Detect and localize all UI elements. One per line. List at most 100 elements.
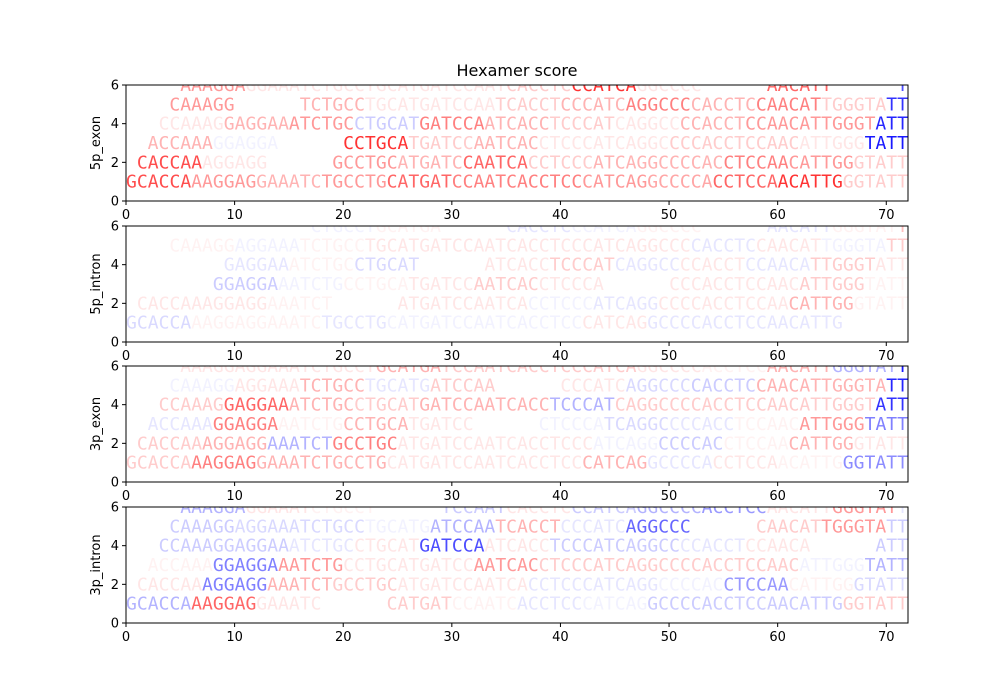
hexamer-mark: GCACCA: [126, 314, 192, 334]
hexamer-sequences: GCACCA AAGGAG GAAATC TGCCTG CATGAT CCAATC ACCT…: [126, 76, 909, 193]
x-tick-label: 30: [444, 630, 461, 645]
hexamer-mark: GGGTAT: [832, 498, 898, 518]
hexamer-mark: GAAATC: [256, 314, 321, 334]
hexamer-mark: AAGGAG: [191, 314, 256, 334]
hexamer-mark: CCAATC: [452, 173, 517, 193]
hexamer-mark: TGCCTG: [322, 454, 387, 474]
hexamer-mark: TTGGGT: [810, 396, 876, 416]
x-tick-label: 60: [769, 208, 786, 223]
hexamer-mark: TGATCC: [408, 415, 473, 435]
hexamer-mark: GCCTGC: [332, 294, 397, 314]
hexamer-mark: CCTGCA: [343, 275, 409, 295]
hexamer-mark: CATGAT: [387, 454, 453, 474]
hexamer-mark: CCACCT: [680, 115, 746, 135]
x-tick-label: 0: [122, 349, 130, 364]
hexamer-sequences: GCACCA AAGGAG GAAATC TGCCTG CATGAT CCAATC ACCT…: [126, 498, 908, 615]
hexamer-mark: CACCAA: [137, 153, 203, 173]
hexamer-mark: ACCTCC: [702, 498, 767, 518]
hexamer-mark: CCACCT: [680, 396, 746, 416]
hexamer-mark: CACCTC: [506, 498, 571, 518]
hexamer-mark: GAGGAA: [224, 396, 290, 416]
hexamer-mark: GCATGA: [376, 357, 442, 377]
hexamer-mark: TCCAAC: [734, 556, 799, 576]
y-tick-label: 2: [111, 437, 119, 452]
y-tick-label: 4: [111, 117, 119, 132]
hexamer-mark: T: [897, 217, 908, 237]
hexamer-mark: TCCCAT: [550, 115, 616, 135]
hexamer-mark: TCCAAT: [441, 217, 507, 237]
hexamer-mark: CAATCA: [463, 294, 529, 314]
hexamer-mark: CAACAT: [756, 517, 822, 537]
x-tick-label: 10: [226, 208, 243, 223]
y-tick-label: 2: [111, 156, 119, 171]
hexamer-mark: CAATCA: [463, 434, 529, 454]
hexamer-mark: TCCAAC: [734, 415, 799, 435]
hexamer-mark: CCCCAC: [658, 575, 723, 595]
hexamer-mark: ATGATC: [398, 575, 463, 595]
hexamer-mark: AGGCCC: [626, 376, 691, 396]
hexamer-mark: ATT: [875, 115, 908, 135]
hexamer-mark: CACCTC: [506, 357, 571, 377]
sequence-row: CAAAGG AGGAAA TCTGCC TGCATG ATCCAA TCACCT CCCA…: [169, 517, 908, 537]
hexamer-mark: AGGCCC: [626, 95, 691, 115]
hexamer-mark: ATCCAA: [430, 95, 496, 115]
y-tick-label: 2: [111, 578, 119, 593]
x-tick-label: 50: [661, 349, 678, 364]
hexamer-mark: ACCTCC: [517, 454, 582, 474]
hexamer-mark: GAGGAA: [224, 115, 290, 135]
hexamer-mark: CACCTC: [506, 76, 571, 96]
hexamer-mark: TT: [886, 236, 908, 256]
sequence-row: GCACCA AAGGAG GAAATC TGCCTG CATGAT CCAATC ACCT…: [126, 173, 909, 193]
hexamer-mark: GCCTGC: [332, 575, 397, 595]
sequence-row: AAAGGA GGAAAT CTGCCT GCATGA TCCAAT CACCTC CCAT…: [180, 357, 908, 377]
hexamer-mark: CTCCAA: [723, 575, 789, 595]
sequence-row: AAAGGA GGAAAT CTGCCT GCATGA TCCAAT CACCTC CCAT…: [180, 76, 908, 96]
hexamer-mark: GATCCA: [419, 537, 485, 557]
hexamer-mark: CAGGCC: [615, 396, 680, 416]
hexamer-mark: TCTGCC: [300, 376, 365, 396]
x-tick-label: 10: [226, 349, 243, 364]
hexamer-mark: GCCTGC: [332, 153, 397, 173]
hexamer-mark: GGCCCC: [637, 217, 702, 237]
hexamer-mark: ACCTCC: [517, 173, 582, 193]
hexamer-mark: ATCAGG: [593, 575, 658, 595]
hexamer-mark: GCATGA: [376, 217, 442, 237]
hexamer-mark: AATCTG: [278, 415, 343, 435]
hexamer-mark: ACCAAA: [148, 134, 214, 154]
hexamer-mark: TCACCT: [495, 95, 561, 115]
x-tick-label: 70: [878, 630, 895, 645]
hexamer-mark: ATTGGG: [799, 275, 864, 295]
hexamer-mark: T: [897, 498, 908, 518]
x-tick-label: 70: [878, 208, 895, 223]
hexamer-mark: TCCCAT: [550, 256, 616, 276]
hexamer-mark: CTGCCT: [311, 357, 377, 377]
x-tick-label: 70: [878, 349, 895, 364]
hexamer-mark: CACCTC: [691, 95, 756, 115]
hexamer-mark: GGAAAT: [246, 498, 312, 518]
hexamer-mark: GGTATT: [843, 173, 909, 193]
hexamer-mark: ATCCAA: [430, 376, 496, 396]
hexamer-mark: GATCCA: [419, 256, 485, 276]
hexamer-mark: TCCAAC: [734, 275, 799, 295]
x-tick-label: 60: [769, 349, 786, 364]
hexamer-mark: CCATCA: [571, 76, 637, 96]
hexamer-mark: TT: [886, 517, 908, 537]
hexamer-mark: AACATT: [767, 357, 833, 377]
hexamer-mark: ATCACC: [484, 396, 549, 416]
hexamer-mark: CCCACC: [669, 275, 734, 295]
hexamer-mark: TATT: [865, 415, 909, 435]
hexamer-mark: CCAACA: [745, 256, 811, 276]
hexamer-mark: GATCCA: [419, 115, 485, 135]
hexamer-mark: CTGCAT: [354, 115, 420, 135]
hexamer-mark: CTCCCA: [539, 556, 605, 576]
x-tick-label: 40: [552, 489, 569, 504]
hexamer-mark: AAGGAG: [191, 595, 256, 615]
x-tick-label: 40: [552, 208, 569, 223]
x-tick-label: 0: [122, 489, 130, 504]
panel-ylabel: 5p_intron: [89, 253, 104, 314]
hexamer-mark: CATCAG: [582, 173, 647, 193]
x-tick-label: 0: [122, 208, 130, 223]
hexamer-sequences: GCACCA AAGGAG GAAATC TGCCTG CATGAT CCAATC ACCT…: [126, 357, 909, 474]
hexamer-mark: CTCCCA: [539, 275, 605, 295]
hexamer-mark: CTCCCA: [539, 134, 605, 154]
